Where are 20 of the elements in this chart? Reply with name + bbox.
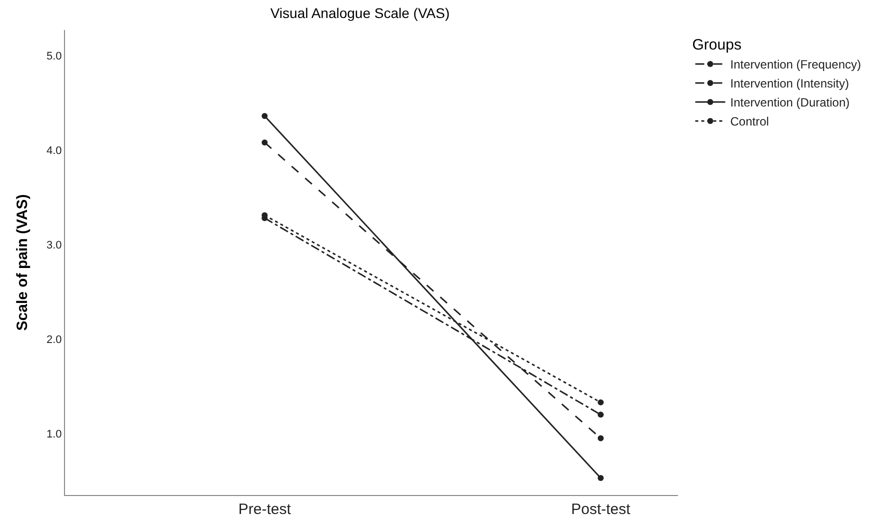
y-tick-label: 4.0: [46, 144, 62, 157]
y-tick-label: 3.0: [46, 239, 62, 252]
y-tick-label: 2.0: [46, 334, 62, 346]
point: [598, 474, 604, 481]
x-tick-label: Pre-test: [238, 501, 292, 518]
y-axis-title: Scale of pain (VAS): [14, 194, 31, 331]
point: [262, 139, 268, 146]
chart-title: Visual Analogue Scale (VAS): [270, 4, 450, 21]
x-tick-label: Post-test: [571, 501, 632, 518]
point: [598, 412, 604, 418]
y-tick-label: 5.0: [46, 50, 62, 62]
legend-label: Control: [730, 114, 769, 129]
point: [262, 113, 268, 120]
legend-label: Intervention (Intensity): [730, 76, 849, 91]
legend-label: Intervention (Frequency): [730, 58, 861, 72]
y-tick-label: 1.0: [46, 428, 62, 440]
legend-label: Intervention (Duration): [730, 96, 850, 110]
point: [598, 435, 604, 442]
point: [598, 399, 604, 406]
legend-title: Groups: [692, 36, 742, 54]
